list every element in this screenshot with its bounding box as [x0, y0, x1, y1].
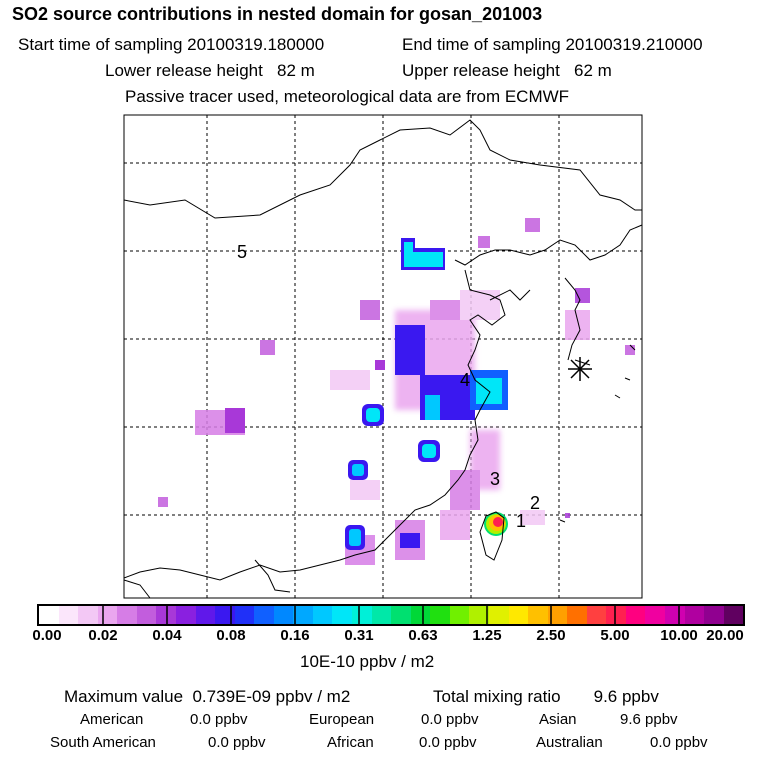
map-panel: 1 2 3 4 5 — [123, 114, 643, 599]
colorbar-swatch — [352, 606, 372, 624]
map-label-2: 2 — [530, 493, 540, 513]
colorbar-swatch — [586, 606, 607, 624]
colorbar-tick-label: 20.00 — [706, 627, 744, 644]
colorbar-swatch — [312, 606, 333, 624]
colorbar-unit: 10E-10 ppbv / m2 — [300, 652, 435, 671]
start-time: Start time of sampling 20100319.180000 — [18, 35, 325, 54]
colorbar-tick-label: 1.25 — [472, 627, 502, 644]
upper-release-height: Upper release height 62 m — [402, 61, 612, 80]
receptor-asterisk-icon — [568, 357, 592, 381]
colorbar-tick-label: 2.50 — [536, 627, 566, 644]
colorbar-swatch — [273, 606, 294, 624]
colorbar-swatch — [625, 606, 646, 624]
colorbar-swatch — [371, 606, 392, 624]
colorbar-swatch — [469, 606, 489, 624]
colorbar-swatch — [488, 606, 509, 624]
south-american-value: 0.0 ppbv — [208, 734, 266, 751]
map-label-1: 1 — [516, 511, 526, 531]
colorbar-swatch — [215, 606, 235, 624]
colorbar-swatch — [175, 606, 196, 624]
map-label-4: 4 — [460, 370, 470, 390]
colorbar-swatch — [410, 606, 431, 624]
african-label: African — [327, 734, 374, 751]
colorbar-swatch — [78, 606, 98, 624]
colorbar-swatch — [58, 606, 79, 624]
plot-title: SO2 source contributions in nested domai… — [12, 4, 543, 24]
colorbar-swatch — [156, 606, 176, 624]
colorbar-swatch — [449, 606, 470, 624]
australian-value: 0.0 ppbv — [650, 734, 708, 751]
australian-label: Australian — [536, 734, 603, 751]
map-label-3: 3 — [490, 469, 500, 489]
colorbar-swatch — [508, 606, 529, 624]
colorbar-tick-label: 0.16 — [280, 627, 310, 644]
colorbar-tick-label: 0.02 — [88, 627, 118, 644]
colorbar-tick-label: 0.63 — [408, 627, 438, 644]
colorbar-swatch — [606, 606, 626, 624]
total-mixing-ratio: Total mixing ratio 9.6 ppbv — [433, 687, 659, 706]
colorbar-swatch — [684, 606, 705, 624]
south-american-label: South American — [50, 734, 156, 751]
hotspot-taiwan — [484, 512, 508, 536]
end-time: End time of sampling 20100319.210000 — [402, 35, 703, 54]
plume-strong — [225, 238, 508, 550]
colorbar-swatch — [547, 606, 568, 624]
colorbar-swatch — [430, 606, 450, 624]
colorbar-swatch — [723, 606, 744, 624]
european-label: European — [309, 711, 375, 728]
colorbar-swatch — [567, 606, 587, 624]
max-value: Maximum value 0.739E-09 ppbv / m2 — [64, 687, 351, 706]
coastlines — [123, 119, 643, 599]
colorbar-swatch — [704, 606, 724, 624]
colorbar-tick-label: 0.31 — [344, 627, 374, 644]
colorbar-swatch — [528, 606, 548, 624]
colorbar-tick-label: 0.04 — [152, 627, 182, 644]
map-label-5: 5 — [237, 242, 247, 262]
colorbar-tick-label: 10.00 — [660, 627, 698, 644]
colorbar-tick-label: 0.08 — [216, 627, 246, 644]
colorbar-swatch — [332, 606, 352, 624]
asian-label: Asian — [539, 711, 577, 728]
colorbar-swatch — [39, 606, 59, 624]
colorbar-swatch — [391, 606, 411, 624]
asian-value: 9.6 ppbv — [620, 711, 678, 728]
tracer-note: Passive tracer used, meteorological data… — [125, 87, 570, 106]
colorbar-swatch — [234, 606, 255, 624]
colorbar-swatch — [293, 606, 313, 624]
american-label: American — [80, 711, 144, 728]
colorbar-tick-label: 0.00 — [32, 627, 62, 644]
african-value: 0.0 ppbv — [419, 734, 477, 751]
colorbar-swatch — [117, 606, 137, 624]
colorbar-tick-label: 5.00 — [600, 627, 630, 644]
european-value: 0.0 ppbv — [421, 711, 479, 728]
colorbar-swatch — [195, 606, 216, 624]
colorbar-swatch — [254, 606, 274, 624]
colorbar-dividers — [102, 604, 680, 626]
american-value: 0.0 ppbv — [190, 711, 248, 728]
lower-release-height: Lower release height 82 m — [105, 61, 315, 80]
colorbar-swatch — [136, 606, 157, 624]
colorbar-swatch — [645, 606, 665, 624]
